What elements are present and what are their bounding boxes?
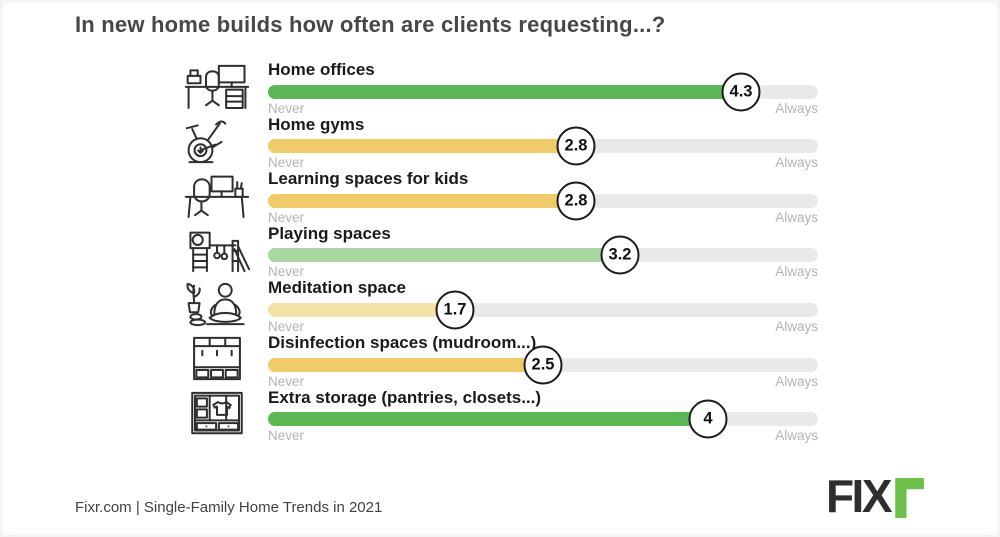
bar-track: 4.3 <box>268 72 818 112</box>
value-badge: 1.7 <box>435 290 475 330</box>
row-label: Home gyms <box>268 114 365 134</box>
bar-fill <box>268 139 576 154</box>
exercise-bike-icon <box>181 115 253 167</box>
row-label: Meditation space <box>268 278 406 298</box>
row-content: Home gyms 2.8 Never Always <box>268 115 818 172</box>
scale-labels: Never Always <box>268 319 818 335</box>
chart-row: Playing spaces 3.2 Never Always <box>181 224 818 279</box>
chart-row: Meditation space 1.7 Never Always <box>181 278 818 335</box>
scale-min-label: Never <box>268 428 305 444</box>
scale-labels: Never Always <box>268 264 818 280</box>
bar-fill <box>268 303 455 318</box>
chart-row: Disinfection spaces (mudroom...) 2.5 Nev… <box>181 333 818 390</box>
chart-row: Extra storage (pantries, closets...) 4 N… <box>181 388 818 443</box>
row-content: Learning spaces for kids 2.8 Never Alway… <box>268 169 818 226</box>
bar-track: 3.2 <box>268 235 818 275</box>
value-badge: 2.8 <box>556 181 596 221</box>
scale-max-label: Always <box>775 373 818 389</box>
kids-desk-icon <box>181 169 253 221</box>
scale-min-label: Never <box>268 100 305 116</box>
bar-track: 2.8 <box>268 181 818 221</box>
scale-labels: Never Always <box>268 155 818 171</box>
value-text: 2.8 <box>564 191 588 210</box>
value-badge: 3.2 <box>600 235 640 275</box>
value-text: 1.7 <box>443 300 467 319</box>
value-badge: 2.8 <box>556 126 596 166</box>
scale-min-label: Never <box>268 155 305 171</box>
value-text: 4 <box>703 409 713 428</box>
fixr-logo-text: FIX <box>825 470 893 522</box>
fixr-logo-r-icon <box>895 478 924 518</box>
chart-rows: Home offices 4.3 Never Always Home gyms <box>181 60 818 443</box>
row-label: Extra storage (pantries, closets...) <box>268 387 542 407</box>
row-content: Playing spaces 3.2 Never Always <box>268 224 818 281</box>
bar-fill <box>268 84 741 99</box>
scale-max-label: Always <box>775 155 818 171</box>
bar-fill <box>268 248 620 263</box>
row-content: Extra storage (pantries, closets...) 4 N… <box>268 388 818 445</box>
row-label: Learning spaces for kids <box>268 169 469 189</box>
scale-labels: Never Always <box>268 428 818 444</box>
row-content: Disinfection spaces (mudroom...) 2.5 Nev… <box>268 333 818 390</box>
scale-max-label: Always <box>775 319 818 335</box>
wardrobe-icon <box>181 388 253 440</box>
value-text: 3.2 <box>608 245 632 264</box>
mudroom-icon <box>181 333 253 385</box>
bar-fill <box>268 412 708 427</box>
scale-min-label: Never <box>268 209 305 225</box>
value-text: 4.3 <box>729 82 753 101</box>
row-content: Meditation space 1.7 Never Always <box>268 278 818 335</box>
value-text: 2.8 <box>564 136 588 155</box>
row-label: Disinfection spaces (mudroom...) <box>268 332 537 352</box>
row-content: Home offices 4.3 Never Always <box>268 60 818 117</box>
fixr-logo: FIX <box>825 470 926 522</box>
value-badge: 2.5 <box>523 345 563 385</box>
page-title: In new home builds how often are clients… <box>75 12 666 37</box>
bar-track: 2.5 <box>268 345 818 385</box>
bar-fill <box>268 357 543 372</box>
scale-labels: Never Always <box>268 374 818 390</box>
value-text: 2.5 <box>531 355 555 374</box>
bar-track: 4 <box>268 399 818 439</box>
scale-min-label: Never <box>268 319 305 335</box>
source-text: Fixr.com | Single-Family Home Trends in … <box>75 499 383 516</box>
scale-max-label: Always <box>775 264 818 280</box>
value-badge: 4.3 <box>721 72 761 112</box>
chart-row: Learning spaces for kids 2.8 Never Alway… <box>181 169 818 226</box>
meditation-icon <box>181 278 253 330</box>
bar-track: 1.7 <box>268 290 818 330</box>
home-office-icon <box>181 60 253 112</box>
scale-max-label: Always <box>775 209 818 225</box>
scale-min-label: Never <box>268 373 305 389</box>
chart-row: Home offices 4.3 Never Always <box>181 60 818 117</box>
scale-labels: Never Always <box>268 101 818 117</box>
playground-icon <box>181 224 253 276</box>
chart-row: Home gyms 2.8 Never Always <box>181 115 818 170</box>
scale-max-label: Always <box>775 100 818 116</box>
value-badge: 4 <box>688 399 728 439</box>
scale-labels: Never Always <box>268 210 818 226</box>
bar-track: 2.8 <box>268 126 818 166</box>
scale-min-label: Never <box>268 264 305 280</box>
bar-fill <box>268 193 576 208</box>
row-label: Home offices <box>268 60 375 79</box>
scale-max-label: Always <box>775 428 818 444</box>
row-label: Playing spaces <box>268 223 391 243</box>
